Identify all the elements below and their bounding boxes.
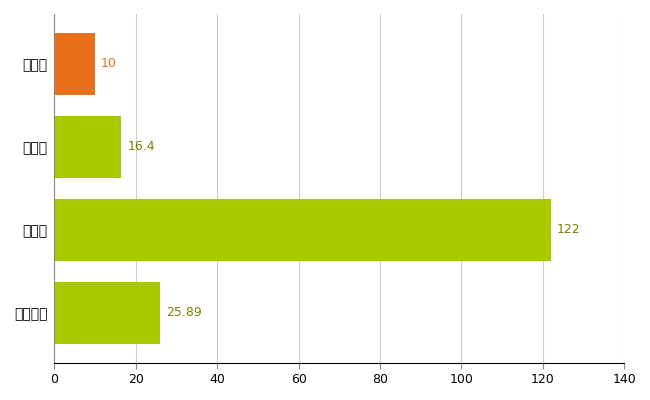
Text: 16.4: 16.4 <box>127 140 155 153</box>
Text: 122: 122 <box>557 223 580 236</box>
Text: 25.89: 25.89 <box>166 306 202 319</box>
Bar <box>55 282 160 344</box>
Bar <box>55 116 121 178</box>
Text: 10: 10 <box>101 57 117 70</box>
Bar <box>55 32 95 95</box>
Bar <box>55 199 551 261</box>
